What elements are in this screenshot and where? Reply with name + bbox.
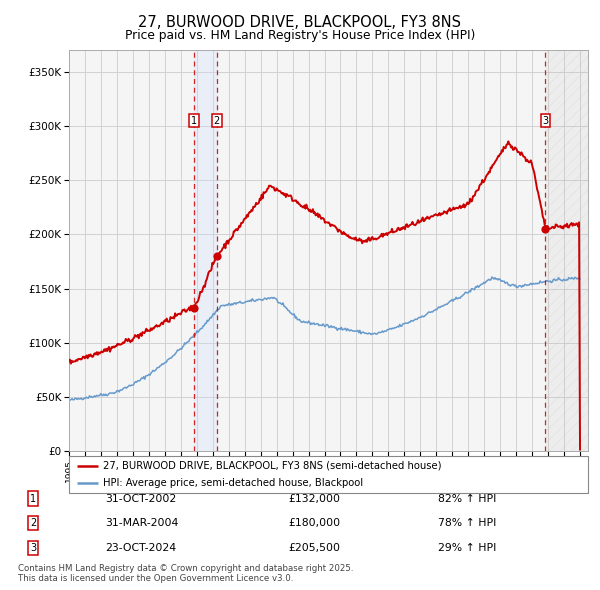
Bar bbox=[545, 50, 588, 451]
FancyBboxPatch shape bbox=[69, 456, 588, 493]
Text: £180,000: £180,000 bbox=[288, 519, 340, 528]
Text: HPI: Average price, semi-detached house, Blackpool: HPI: Average price, semi-detached house,… bbox=[103, 478, 363, 488]
Text: 27, BURWOOD DRIVE, BLACKPOOL, FY3 8NS: 27, BURWOOD DRIVE, BLACKPOOL, FY3 8NS bbox=[139, 15, 461, 30]
Text: £205,500: £205,500 bbox=[288, 543, 340, 553]
Text: 82% ↑ HPI: 82% ↑ HPI bbox=[438, 494, 496, 503]
Text: 3: 3 bbox=[30, 543, 36, 553]
Text: 23-OCT-2024: 23-OCT-2024 bbox=[105, 543, 176, 553]
Point bbox=[189, 303, 199, 313]
Point bbox=[212, 251, 221, 261]
Text: 29% ↑ HPI: 29% ↑ HPI bbox=[438, 543, 496, 553]
Text: 2: 2 bbox=[214, 116, 220, 126]
Text: 27, BURWOOD DRIVE, BLACKPOOL, FY3 8NS (semi-detached house): 27, BURWOOD DRIVE, BLACKPOOL, FY3 8NS (s… bbox=[103, 461, 441, 471]
Point bbox=[541, 224, 550, 233]
Text: 2: 2 bbox=[30, 519, 36, 528]
Text: Contains HM Land Registry data © Crown copyright and database right 2025.
This d: Contains HM Land Registry data © Crown c… bbox=[18, 563, 353, 583]
Text: Price paid vs. HM Land Registry's House Price Index (HPI): Price paid vs. HM Land Registry's House … bbox=[125, 30, 475, 42]
Text: 1: 1 bbox=[30, 494, 36, 503]
Text: 31-MAR-2004: 31-MAR-2004 bbox=[105, 519, 178, 528]
Text: 31-OCT-2002: 31-OCT-2002 bbox=[105, 494, 176, 503]
Text: 3: 3 bbox=[542, 116, 548, 126]
Bar bbox=[194, 50, 217, 451]
Text: 78% ↑ HPI: 78% ↑ HPI bbox=[438, 519, 496, 528]
Text: £132,000: £132,000 bbox=[288, 494, 340, 503]
Text: 1: 1 bbox=[191, 116, 197, 126]
